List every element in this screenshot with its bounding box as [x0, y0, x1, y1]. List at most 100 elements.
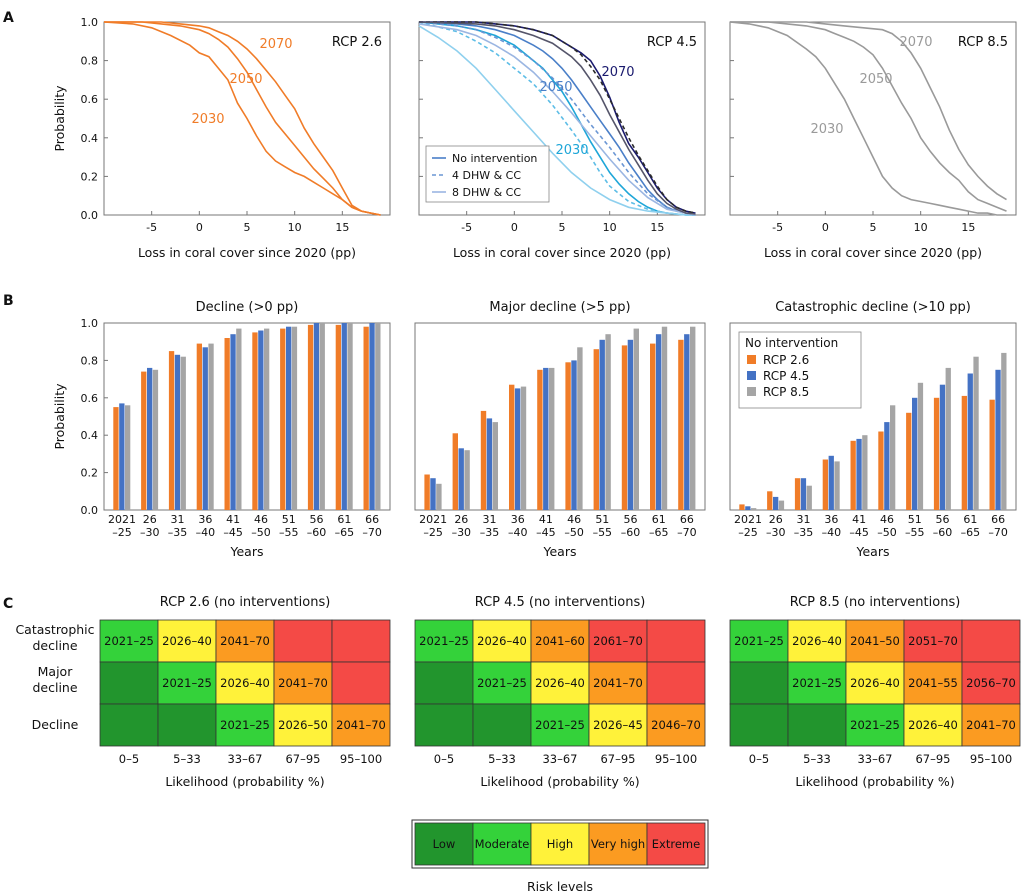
bar	[436, 483, 442, 510]
likelihood-tick: 0–5	[749, 752, 769, 766]
x-tick-label: 66	[991, 513, 1005, 526]
x-tick-label: 51	[908, 513, 922, 526]
legend-title: No intervention	[745, 336, 838, 350]
risk-row-label-line: Catastrophic	[15, 622, 94, 637]
year-label: 2050	[229, 72, 262, 87]
bar	[458, 448, 464, 510]
bar	[152, 369, 159, 511]
bar	[627, 339, 634, 510]
risk-cell-label: 2021–25	[104, 634, 154, 648]
x-tick-label: 0	[196, 221, 203, 234]
y-tick-label: 0.2	[81, 170, 99, 183]
likelihood-tick: 67–95	[915, 752, 950, 766]
x-tick-label: 46	[254, 513, 268, 526]
risk-cell	[157, 661, 217, 705]
x-axis-label: Loss in coral cover since 2020 (pp)	[453, 245, 671, 260]
bar	[509, 384, 515, 510]
plot-frame	[729, 322, 1017, 511]
x-tick-label: –50	[877, 526, 897, 539]
x-tick-label: –70	[988, 526, 1008, 539]
bar	[973, 356, 979, 510]
bar	[291, 326, 298, 510]
legend-label: RCP 8.5	[763, 385, 809, 399]
matrix-title: RCP 8.5 (no interventions)	[790, 595, 961, 610]
year-label: 2030	[810, 122, 843, 137]
x-tick-label: –50	[564, 526, 584, 539]
legend-label: RCP 2.6	[763, 353, 809, 367]
bar	[778, 500, 785, 510]
bar	[650, 343, 656, 510]
risk-row-label: Decline	[32, 717, 79, 732]
bar	[424, 474, 430, 510]
plot-frame	[729, 21, 1017, 216]
x-tick-label: –55	[279, 526, 299, 539]
x-tick-label: 26	[769, 513, 783, 526]
bar	[593, 349, 599, 510]
bar	[890, 405, 896, 510]
series-line-2070-8-dhw-cc	[418, 21, 696, 215]
risk-cell	[646, 703, 706, 747]
risk-cell	[729, 703, 789, 747]
plot-frame	[103, 322, 391, 511]
risk-cell-label: 2061–70	[593, 634, 643, 648]
risk-cell	[903, 619, 963, 663]
bar	[565, 362, 571, 510]
risk-cell	[530, 703, 590, 747]
x-tick-label: 41	[226, 513, 240, 526]
bar	[822, 459, 828, 510]
x-tick-label: 2021	[734, 513, 762, 526]
risk-cell-label: 2026–40	[477, 634, 527, 648]
risk-cell-label: 2041–70	[593, 676, 643, 690]
bar	[464, 450, 470, 510]
x-tick-label: 2021	[108, 513, 136, 526]
bar	[967, 373, 973, 510]
chart-title: RCP 4.5	[647, 35, 697, 50]
bar	[878, 431, 884, 510]
y-tick-label: 1.0	[81, 16, 99, 29]
series-line-2050-no-intervention	[418, 21, 696, 216]
x-tick-label: 0	[822, 221, 829, 234]
risk-cell	[845, 661, 905, 705]
x-tick-label: 15	[961, 221, 975, 234]
risk-cell	[215, 619, 275, 663]
chart-title: Major decline (>5 pp)	[489, 300, 630, 315]
bar	[147, 367, 153, 510]
series-line-2050	[104, 21, 381, 216]
risk-level-label: Low	[433, 837, 456, 851]
bar	[745, 506, 751, 510]
bar	[375, 323, 381, 510]
x-tick-label: 2021	[419, 513, 447, 526]
series-line-2070	[104, 21, 381, 216]
x-tick-label: –60	[621, 526, 641, 539]
y-tick-label: 0.8	[81, 55, 99, 68]
risk-row-label-line: Major	[38, 664, 74, 679]
risk-cell	[414, 703, 474, 747]
bar	[543, 367, 549, 510]
year-label: 2030	[191, 112, 224, 127]
risk-key-frame	[411, 819, 709, 869]
x-tick-label: –40	[196, 526, 216, 539]
risk-level-label: Moderate	[475, 837, 530, 851]
risk-cell-label: 2041–70	[336, 718, 386, 732]
legend-label: RCP 4.5	[763, 369, 809, 383]
risk-cell	[273, 619, 333, 663]
legend-box	[425, 145, 550, 203]
risk-cell-label: 2056–70	[966, 676, 1016, 690]
bar	[230, 334, 236, 510]
risk-cell	[472, 703, 532, 747]
bar	[125, 405, 131, 510]
risk-cell-label: 2026–40	[908, 718, 958, 732]
risk-cell-label: 2026–50	[278, 718, 328, 732]
bar	[850, 440, 856, 510]
risk-cell	[414, 619, 474, 663]
series-line-2050-8-dhw-cc	[418, 23, 696, 216]
bar	[258, 330, 264, 510]
risk-cell-label: 2041–50	[850, 634, 900, 648]
likelihood-axis-label: Likelihood (probability %)	[480, 774, 639, 789]
risk-cell	[961, 703, 1021, 747]
bar	[341, 323, 347, 510]
risk-row-label: Major decline	[32, 664, 77, 695]
bar	[335, 324, 341, 510]
year-label: 2070	[601, 65, 634, 80]
risk-cell-label: 2041–70	[278, 676, 328, 690]
